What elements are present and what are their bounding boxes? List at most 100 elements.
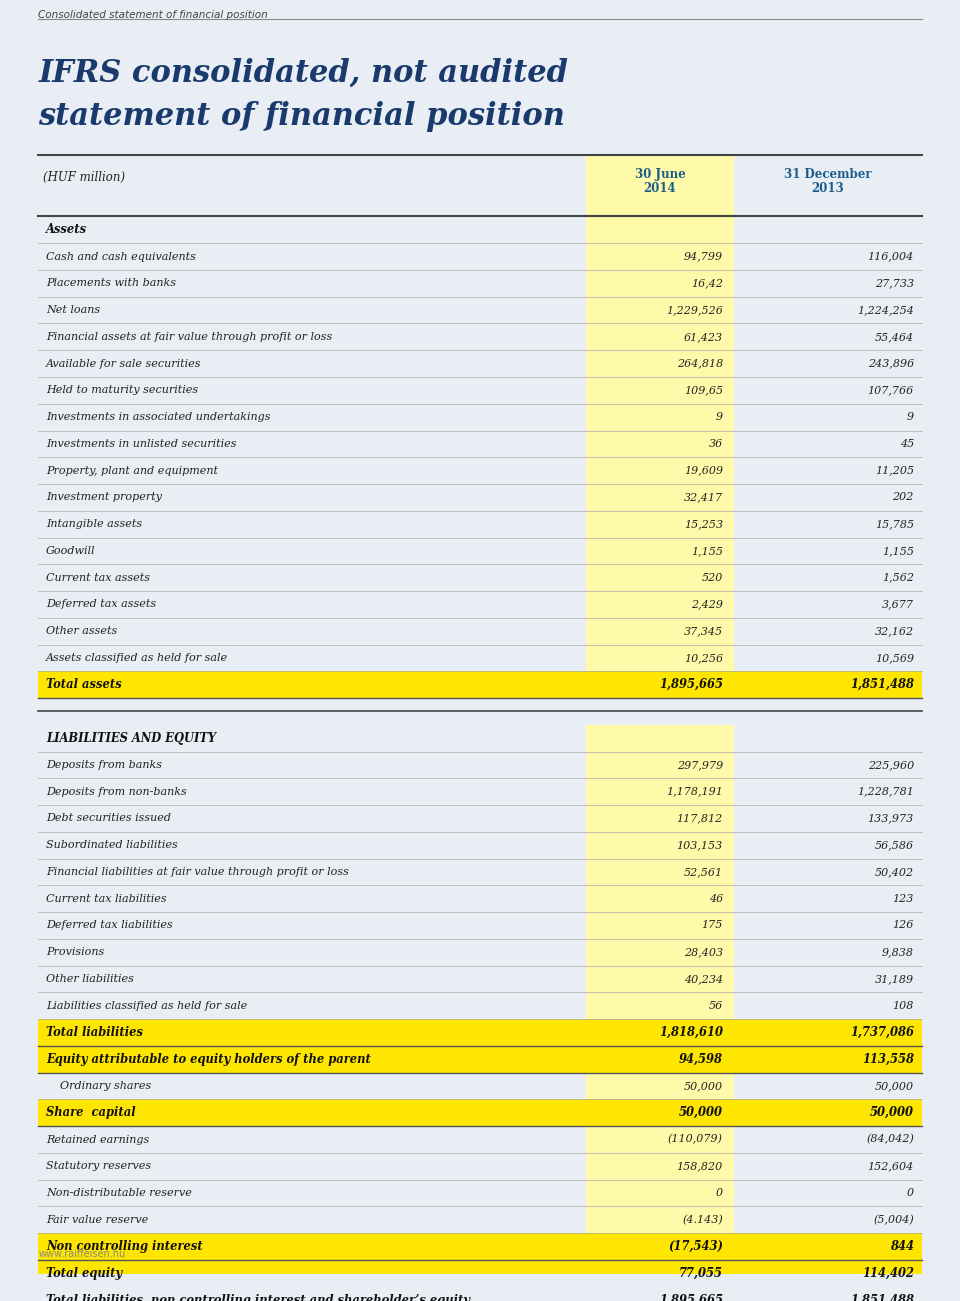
Text: 117,812: 117,812 xyxy=(677,813,723,824)
Text: Property, plant and equipment: Property, plant and equipment xyxy=(46,466,218,476)
Text: Other liabilities: Other liabilities xyxy=(46,974,134,984)
FancyBboxPatch shape xyxy=(38,618,586,644)
Text: (110,079): (110,079) xyxy=(668,1134,723,1145)
FancyBboxPatch shape xyxy=(586,752,734,778)
Text: Assets classified as held for sale: Assets classified as held for sale xyxy=(46,653,228,664)
FancyBboxPatch shape xyxy=(586,859,734,886)
Text: IFRS consolidated, not audited: IFRS consolidated, not audited xyxy=(38,57,568,88)
Text: 1,229,526: 1,229,526 xyxy=(666,306,723,315)
Text: 1,178,191: 1,178,191 xyxy=(666,787,723,796)
Text: 123: 123 xyxy=(893,894,914,904)
Text: 9: 9 xyxy=(907,412,914,422)
FancyBboxPatch shape xyxy=(734,1206,922,1233)
Text: www.raiffeisen.hu: www.raiffeisen.hu xyxy=(38,1249,126,1259)
FancyBboxPatch shape xyxy=(586,912,734,939)
FancyBboxPatch shape xyxy=(38,484,586,511)
FancyBboxPatch shape xyxy=(734,1287,922,1301)
Text: Investment property: Investment property xyxy=(46,492,162,502)
Text: 2014: 2014 xyxy=(644,182,676,195)
Text: 31,189: 31,189 xyxy=(875,974,914,984)
Text: 175: 175 xyxy=(702,921,723,930)
FancyBboxPatch shape xyxy=(38,939,586,965)
Text: Fair value reserve: Fair value reserve xyxy=(46,1215,149,1224)
Text: (5,004): (5,004) xyxy=(874,1215,914,1226)
FancyBboxPatch shape xyxy=(38,886,586,912)
FancyBboxPatch shape xyxy=(734,1072,922,1099)
FancyBboxPatch shape xyxy=(38,1153,586,1180)
Text: Held to maturity securities: Held to maturity securities xyxy=(46,385,198,396)
FancyBboxPatch shape xyxy=(38,725,586,752)
Text: 36: 36 xyxy=(708,438,723,449)
FancyBboxPatch shape xyxy=(586,537,734,565)
FancyBboxPatch shape xyxy=(734,216,922,243)
FancyBboxPatch shape xyxy=(586,1046,734,1072)
Text: 94,799: 94,799 xyxy=(684,251,723,262)
FancyBboxPatch shape xyxy=(586,1233,734,1259)
FancyBboxPatch shape xyxy=(586,457,734,484)
FancyBboxPatch shape xyxy=(38,1233,586,1259)
Text: Non controlling interest: Non controlling interest xyxy=(46,1240,203,1253)
Text: 56: 56 xyxy=(708,1000,723,1011)
FancyBboxPatch shape xyxy=(586,216,734,243)
Text: 30 June: 30 June xyxy=(635,168,685,181)
FancyBboxPatch shape xyxy=(38,644,586,671)
Text: 3,677: 3,677 xyxy=(882,600,914,609)
Text: 56,586: 56,586 xyxy=(875,840,914,851)
FancyBboxPatch shape xyxy=(734,644,922,671)
Text: 1,895,665: 1,895,665 xyxy=(659,678,723,691)
FancyBboxPatch shape xyxy=(734,618,922,644)
Text: 55,464: 55,464 xyxy=(875,332,914,342)
Text: Total liabilities, non controlling interest and shareholder’s equity: Total liabilities, non controlling inter… xyxy=(46,1293,470,1301)
FancyBboxPatch shape xyxy=(38,271,586,297)
FancyBboxPatch shape xyxy=(734,565,922,591)
FancyBboxPatch shape xyxy=(38,537,586,565)
FancyBboxPatch shape xyxy=(38,297,586,324)
Text: 1,851,488: 1,851,488 xyxy=(850,1293,914,1301)
FancyBboxPatch shape xyxy=(38,1099,586,1127)
Text: 94,598: 94,598 xyxy=(679,1053,723,1066)
Text: 15,253: 15,253 xyxy=(684,519,723,530)
Text: Total assets: Total assets xyxy=(46,678,122,691)
Text: Liabilities classified as held for sale: Liabilities classified as held for sale xyxy=(46,1000,248,1011)
FancyBboxPatch shape xyxy=(586,511,734,537)
Text: 1,895,665: 1,895,665 xyxy=(659,1293,723,1301)
Text: Provisions: Provisions xyxy=(46,947,105,958)
Text: Ordinary shares: Ordinary shares xyxy=(46,1081,152,1092)
Text: 32,162: 32,162 xyxy=(875,626,914,636)
FancyBboxPatch shape xyxy=(586,271,734,297)
Text: 264,818: 264,818 xyxy=(677,359,723,368)
Text: 50,000: 50,000 xyxy=(684,1081,723,1092)
Text: statement of financial position: statement of financial position xyxy=(38,100,565,131)
Text: Deferred tax liabilities: Deferred tax liabilities xyxy=(46,921,173,930)
Text: 50,000: 50,000 xyxy=(875,1081,914,1092)
Text: 103,153: 103,153 xyxy=(677,840,723,851)
FancyBboxPatch shape xyxy=(734,297,922,324)
FancyBboxPatch shape xyxy=(586,886,734,912)
FancyBboxPatch shape xyxy=(38,1127,586,1153)
Text: 27,733: 27,733 xyxy=(875,278,914,289)
FancyBboxPatch shape xyxy=(734,725,922,752)
FancyBboxPatch shape xyxy=(734,1153,922,1180)
FancyBboxPatch shape xyxy=(38,457,586,484)
FancyBboxPatch shape xyxy=(586,1287,734,1301)
Text: 31 December: 31 December xyxy=(784,168,872,181)
Text: 1,818,610: 1,818,610 xyxy=(659,1026,723,1039)
Text: 15,785: 15,785 xyxy=(875,519,914,530)
FancyBboxPatch shape xyxy=(586,484,734,511)
FancyBboxPatch shape xyxy=(38,431,586,457)
Text: Retained earnings: Retained earnings xyxy=(46,1134,150,1145)
FancyBboxPatch shape xyxy=(734,752,922,778)
Text: Current tax liabilities: Current tax liabilities xyxy=(46,894,167,904)
Text: 9,838: 9,838 xyxy=(882,947,914,958)
FancyBboxPatch shape xyxy=(38,243,586,271)
FancyBboxPatch shape xyxy=(586,993,734,1019)
Text: 133,973: 133,973 xyxy=(868,813,914,824)
Text: 108: 108 xyxy=(893,1000,914,1011)
Text: (17,543): (17,543) xyxy=(668,1240,723,1253)
Text: 52,561: 52,561 xyxy=(684,866,723,877)
Text: 50,402: 50,402 xyxy=(875,866,914,877)
FancyBboxPatch shape xyxy=(38,778,586,805)
FancyBboxPatch shape xyxy=(38,324,586,350)
Text: 158,820: 158,820 xyxy=(677,1162,723,1171)
FancyBboxPatch shape xyxy=(586,725,734,752)
